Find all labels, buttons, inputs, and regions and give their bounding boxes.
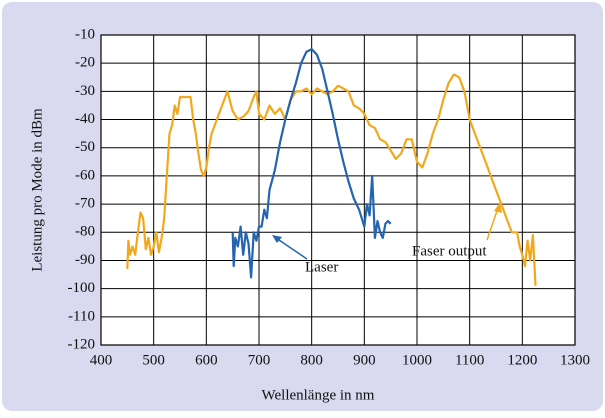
x-tick-label: 500 [142,352,165,368]
x-tick-label: 800 [300,352,323,368]
y-tick-label: -20 [75,55,95,71]
x-tick-label: 400 [90,352,113,368]
y-tick-label: -30 [75,83,95,99]
y-tick-label: -60 [75,167,95,183]
y-axis-title: Leistung pro Mode in dBm [29,108,45,272]
x-tick-label: 900 [353,352,376,368]
y-tick-label: -120 [68,336,96,352]
y-tick-label: -80 [75,224,95,240]
plot-area [101,35,575,345]
y-tick-label: -70 [75,196,95,212]
y-tick-label: -100 [68,280,96,296]
x-tick-label: 1000 [402,352,432,368]
series-line [231,48,392,279]
annotation-arrow [275,237,308,260]
annotation-arrowhead [272,235,282,243]
y-tick-label: -10 [75,26,95,42]
y-tick-label: -40 [75,111,95,127]
y-tick-label: -90 [75,252,95,268]
x-tick-label: 1200 [507,352,537,368]
x-tick-label: 1100 [455,352,484,368]
x-tick-label: 700 [248,352,271,368]
annotation-arrow [486,207,499,241]
annotation: Laser [305,259,338,275]
series-line [126,73,537,286]
lines [126,48,537,286]
annotation: Faser output [412,243,487,259]
plot-border [100,34,576,346]
x-tick-label: 600 [195,352,218,368]
x-tick-label: 1300 [560,352,590,368]
x-axis-title: Wellenlänge in nm [262,387,375,403]
y-tick-label: -110 [68,308,95,324]
annotation-arrowhead [494,202,502,213]
y-tick-label: -50 [75,139,95,155]
